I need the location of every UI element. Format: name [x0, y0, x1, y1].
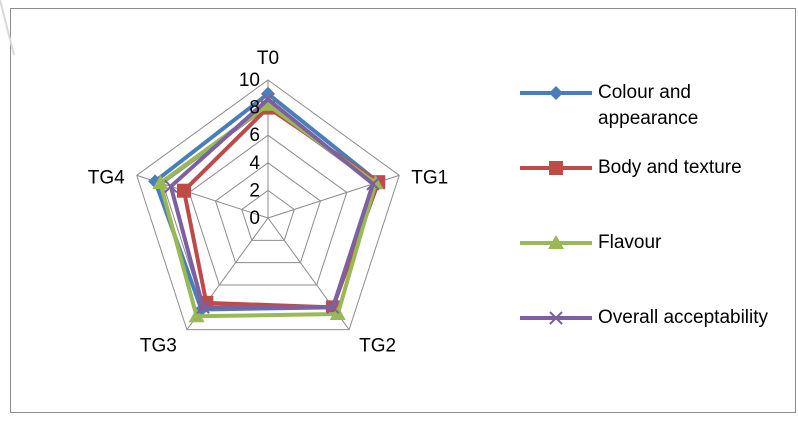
grid-ring [136, 79, 400, 331]
grid-ring [188, 134, 348, 286]
radial-tick-label: 2 [249, 180, 260, 201]
grid-ring [241, 189, 295, 241]
legend-marker [549, 161, 563, 175]
category-label: TG1 [411, 167, 448, 188]
legend-swatch [520, 311, 592, 325]
series-overall-acceptability [164, 92, 380, 315]
data-point [326, 300, 340, 315]
radial-tick-label: 4 [249, 153, 260, 174]
data-point [260, 96, 276, 111]
data-point [366, 177, 380, 191]
radial-tick-label: 10 [239, 70, 260, 91]
category-labels: T0 TG1 TG2 TG3 TG4 [88, 48, 448, 357]
data-point [188, 308, 205, 323]
legend-swatch [520, 86, 592, 100]
legend-swatch [520, 161, 592, 175]
series-line [168, 97, 375, 310]
legend-label: Overall acceptability [598, 307, 769, 328]
category-label: TG2 [359, 336, 396, 357]
legend-item: Overall acceptability [520, 305, 788, 331]
legend-item: Flavour [520, 230, 788, 256]
radial-tick-label: 6 [249, 125, 260, 146]
data-point [164, 179, 178, 194]
legend-item: Body and texture [520, 155, 788, 181]
radial-tick-label: 8 [249, 98, 260, 119]
corner-mark [0, 0, 15, 56]
data-point [196, 300, 210, 315]
radar-series [148, 86, 386, 323]
grid-ring [214, 162, 322, 264]
series-body-and-texture [177, 100, 386, 315]
legend-label: Flavour [598, 232, 662, 253]
radial-tick-labels: 0 2 4 6 8 10 [239, 70, 261, 229]
radial-tick-label: 0 [249, 208, 260, 229]
legend-swatch [520, 235, 592, 249]
category-label: TG4 [88, 167, 125, 188]
legend-label: Body and texture [598, 157, 742, 178]
data-point [152, 175, 169, 190]
legend-marker [549, 311, 563, 325]
legend-marker [549, 86, 563, 100]
series-colour-and-appearance [148, 86, 386, 317]
legend-marker [548, 235, 564, 249]
chart-frame [10, 8, 796, 413]
category-label: T0 [257, 48, 279, 69]
data-point [177, 183, 192, 198]
legend-item: Colour and appearance [520, 80, 788, 132]
data-point [261, 86, 275, 101]
legend-label: Colour and appearance [598, 82, 699, 129]
data-point [261, 92, 275, 107]
category-label: TG3 [140, 336, 177, 357]
